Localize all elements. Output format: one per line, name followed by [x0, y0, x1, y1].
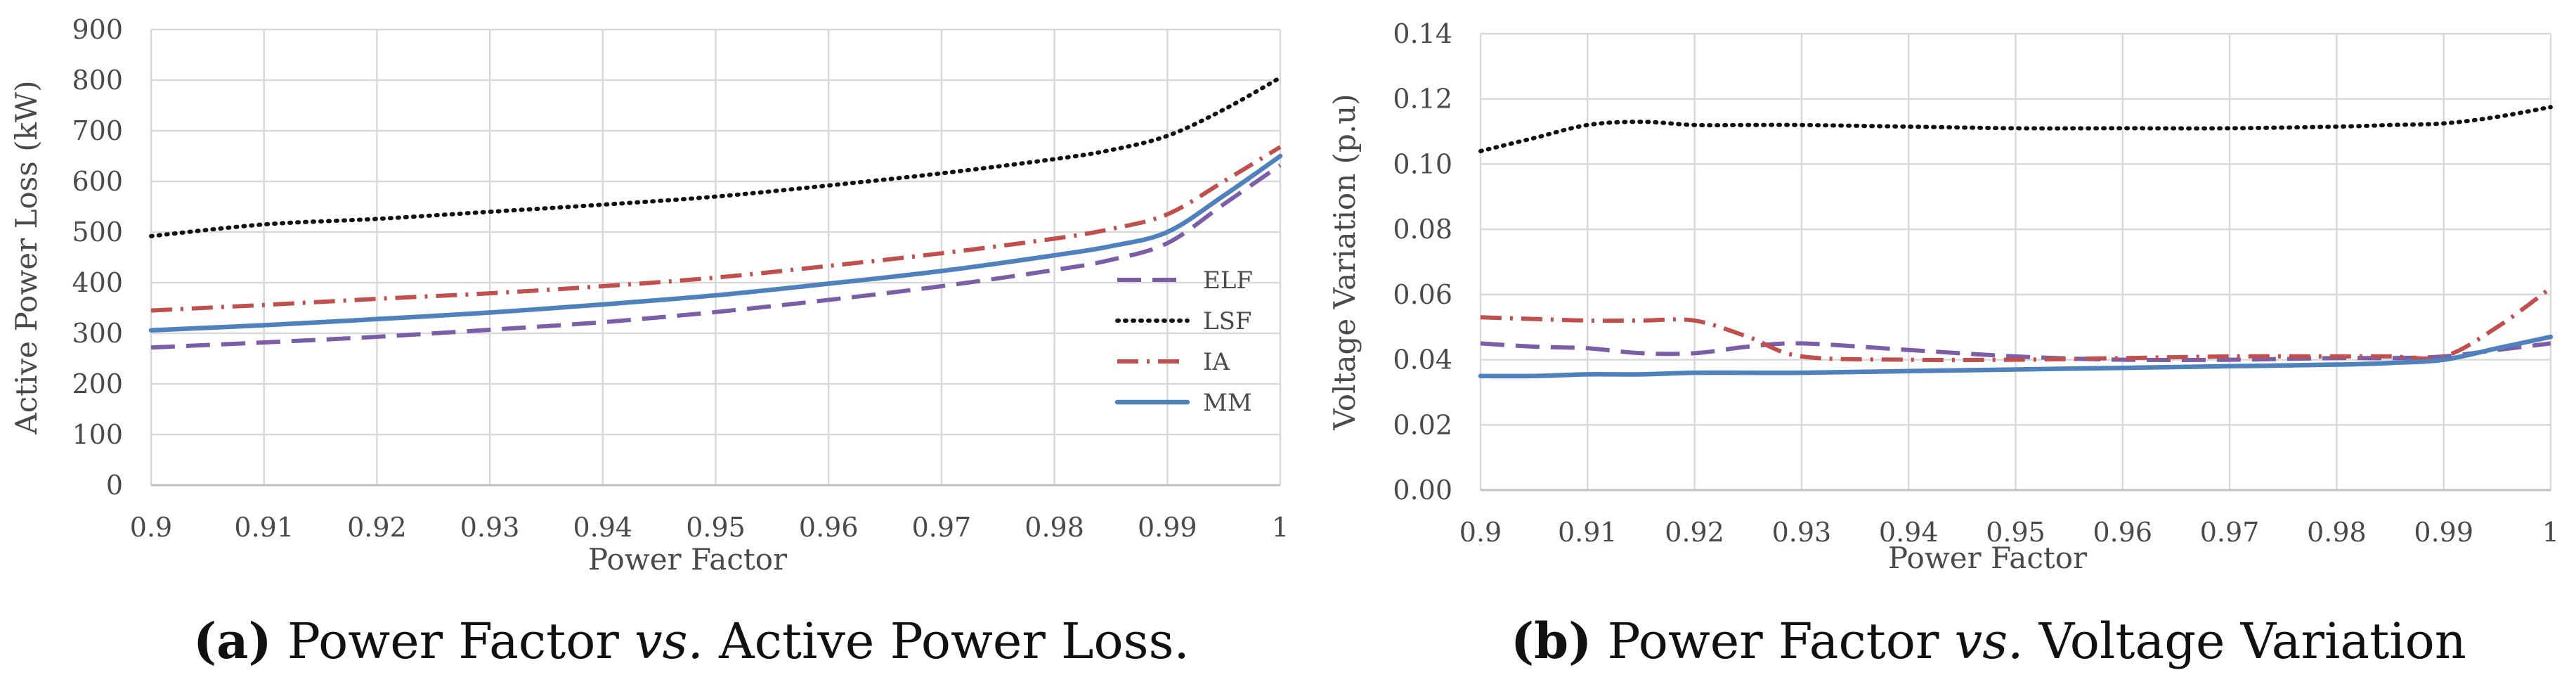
legend-label-mm: MM: [1203, 389, 1252, 417]
x-tick-label: 0.98: [1024, 512, 1084, 543]
x-tick-label: 0.91: [1558, 517, 1618, 548]
series-line-lsf: [149, 75, 1282, 238]
x-tick-label: 0.9: [1459, 517, 1502, 548]
y-tick-label: 700: [72, 115, 123, 146]
x-tick-label: 0.92: [347, 512, 407, 543]
caption-a-post: Active Power Loss.: [719, 612, 1190, 670]
x-tick-label: 0.91: [234, 512, 294, 543]
x-tick-label: 0.93: [460, 512, 520, 543]
y-tick-label: 0: [106, 470, 123, 501]
x-tick-label: 0.99: [2414, 517, 2473, 548]
grid-a: [150, 28, 1282, 487]
y-tick-label: 600: [72, 166, 123, 197]
x-axis-title: Power Factor: [1888, 541, 2088, 575]
y-tick-label: 0.02: [1393, 409, 1452, 440]
y-tick-label: 0.08: [1393, 214, 1452, 245]
y-tick-label: 0.04: [1393, 345, 1452, 375]
chart-a: 0.9 0.91 0.92 0.93 0.94 0.95 0.96 0.97 0.98 0.99 1…: [9, 14, 1289, 577]
y-tick-label: 500: [72, 217, 123, 248]
x-tick-label: 0.95: [1986, 517, 2045, 548]
y-tick-label: 300: [72, 318, 123, 349]
x-tick-label: 0.96: [799, 512, 859, 543]
caption-b-vs: vs.: [1954, 612, 2024, 670]
grid-b: [1479, 32, 2552, 491]
series-line-ia: [150, 145, 1282, 313]
x-tick-label: 0.98: [2307, 517, 2367, 548]
y-tick-label: 400: [72, 267, 123, 298]
caption-b-pre: Power Factor: [1607, 612, 1939, 670]
series-line-elf: [1480, 341, 2551, 363]
y-axis-title: Voltage Variation (p.u): [1327, 94, 1362, 430]
caption-b: (b) Power Factor vs. Voltage Variation: [1511, 612, 2466, 670]
y-tick-label: 0.06: [1393, 279, 1452, 310]
y-tick-label: 100: [72, 419, 123, 450]
legend-label-elf: ELF: [1203, 266, 1253, 295]
x-tick-label: 1: [2542, 517, 2559, 548]
series-line-mm: [148, 153, 1283, 333]
caption-a-tag: (a): [193, 612, 272, 670]
x-tick-label: 0.96: [2093, 517, 2152, 548]
y-tick-label: 200: [72, 368, 123, 399]
x-tick-label: 0.94: [1879, 517, 1939, 548]
x-tick-label: 0.97: [2200, 517, 2260, 548]
legend: ELF LSF IA MM: [1114, 266, 1253, 417]
x-tick-label: 0.97: [912, 512, 972, 543]
x-tick-label: 0.93: [1772, 517, 1832, 548]
y-tick-label: 800: [72, 65, 123, 96]
x-tick-label: 0.9: [130, 512, 172, 543]
legend-label-ia: IA: [1203, 348, 1230, 376]
caption-a-pre: Power Factor: [287, 612, 619, 670]
y-axis-title: Active Power Loss (kW): [9, 80, 44, 435]
series-line-mm: [1478, 334, 2554, 379]
caption-b-post: Voltage Variation: [2038, 612, 2466, 670]
caption-a: (a) Power Factor vs. Active Power Loss.: [193, 612, 1190, 670]
series-line-elf: [150, 163, 1282, 350]
chart-b: 0.9 0.91 0.92 0.93 0.94 0.95 0.96 0.97 0.98 0.99 1…: [1327, 18, 2559, 575]
x-tick-label: 0.95: [686, 512, 746, 543]
caption-b-tag: (b): [1511, 612, 1592, 670]
x-tick-label: 0.94: [573, 512, 632, 543]
x-tick-label: 0.99: [1138, 512, 1197, 543]
y-tick-label: 0.14: [1393, 18, 1452, 49]
x-tick-label: 0.92: [1665, 517, 1724, 548]
y-tick-label: 0.12: [1393, 84, 1452, 115]
y-tick-label: 900: [72, 14, 123, 45]
x-tick-label: 1: [1272, 512, 1289, 543]
caption-a-vs: vs.: [635, 612, 703, 670]
legend-label-lsf: LSF: [1203, 307, 1251, 335]
y-tick-label: 0.00: [1393, 475, 1452, 506]
x-axis-title: Power Factor: [588, 542, 788, 577]
series-line-lsf: [1478, 105, 2553, 153]
y-tick-label: 0.10: [1393, 148, 1452, 179]
